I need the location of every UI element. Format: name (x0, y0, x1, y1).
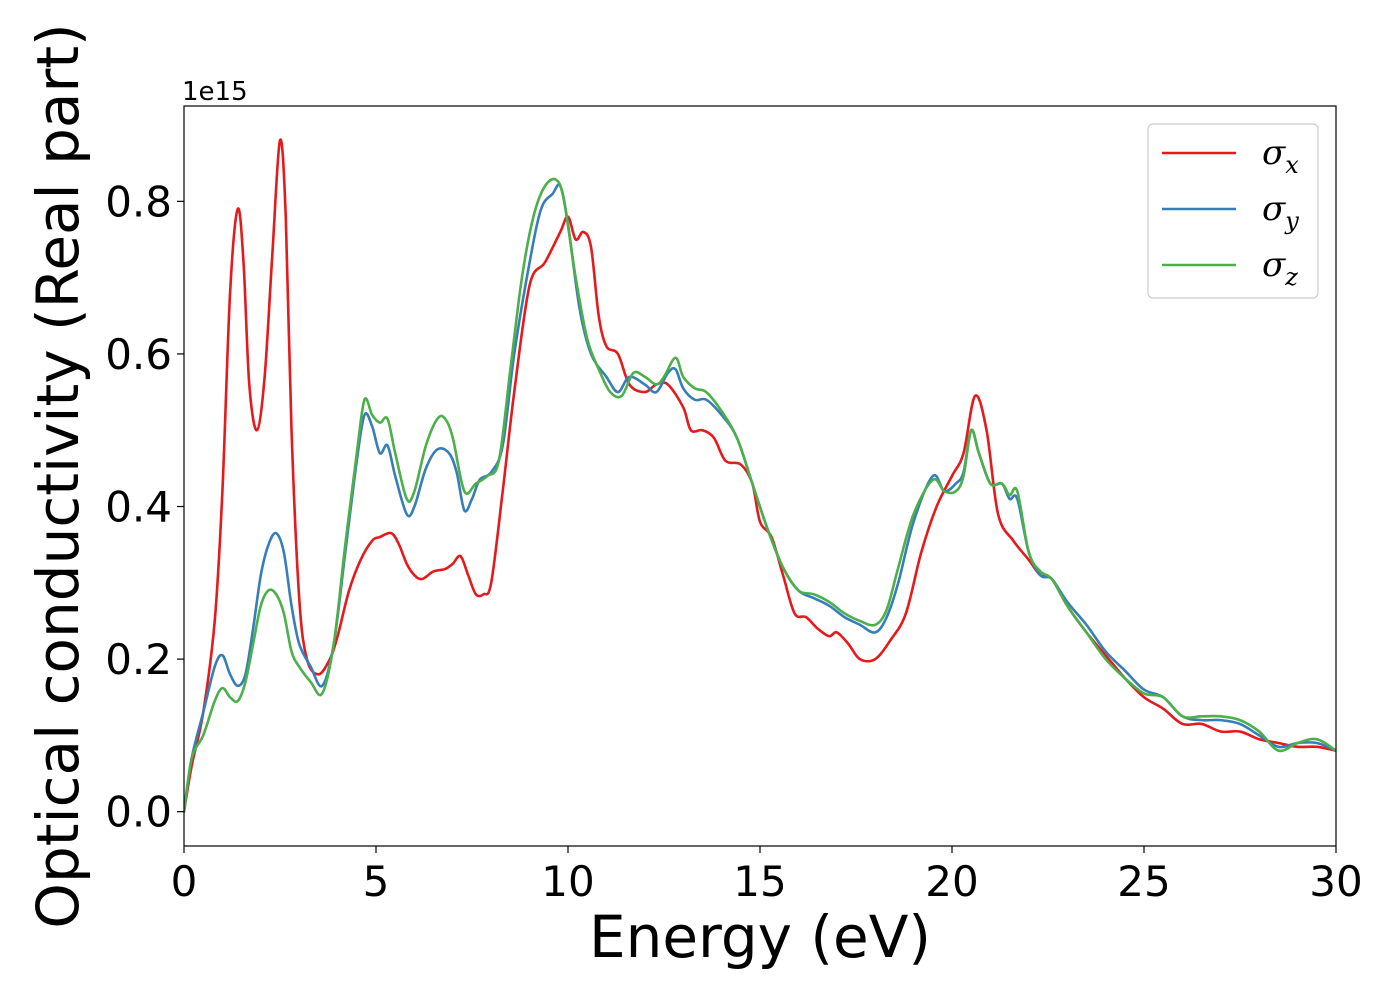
x-axis-title: Energy (eV) (589, 903, 931, 971)
y-axis-title: Optical conductivity (Real part) (24, 23, 92, 928)
legend-label-z: σz (1262, 245, 1298, 291)
y-tick-label: 0.6 (105, 330, 172, 379)
x-tick-label: 10 (541, 857, 594, 906)
series-line-x (184, 138, 1336, 813)
legend-label-x: σx (1262, 133, 1299, 179)
legend-label-y: σy (1262, 189, 1299, 235)
y-axis: 0.0 0.2 0.4 0.6 0.8 (105, 177, 184, 837)
y-tick-label: 0.0 (105, 788, 172, 837)
y-tick-label: 0.4 (105, 483, 172, 532)
legend-box (1147, 123, 1319, 299)
legend: σx σy σz (1147, 123, 1319, 299)
x-tick-label: 20 (925, 857, 978, 906)
x-axis: 0 5 10 15 20 25 30 (171, 846, 1363, 906)
y-tick-label: 0.8 (105, 177, 172, 226)
x-tick-label: 0 (171, 857, 198, 906)
series-line-y (184, 183, 1336, 813)
x-tick-label: 30 (1309, 857, 1362, 906)
series-layer (184, 138, 1336, 813)
x-tick-label: 25 (1117, 857, 1170, 906)
x-tick-label: 5 (363, 857, 390, 906)
y-offset-label: 1e15 (182, 77, 248, 107)
series-line-z (184, 177, 1336, 813)
x-tick-label: 15 (733, 857, 786, 906)
y-tick-label: 0.2 (105, 635, 172, 684)
